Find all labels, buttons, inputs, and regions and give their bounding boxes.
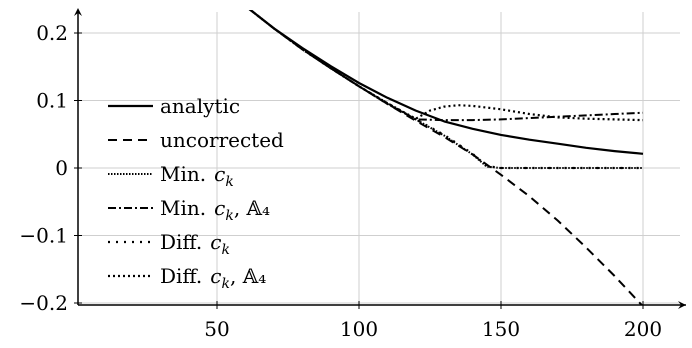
grid-lines xyxy=(78,12,680,305)
x-tick-label: 50 xyxy=(204,317,229,341)
series-line-5 xyxy=(248,10,643,170)
series-line-1 xyxy=(248,10,644,155)
series-line-6 xyxy=(248,10,644,122)
y-tick-label: 0.1 xyxy=(36,89,68,113)
y-tick-label: 0.2 xyxy=(36,21,68,45)
tick-labels: 50 100 150 200 0.2 0.1 0 −0.1 −0.2 xyxy=(19,21,662,341)
axes xyxy=(74,8,686,309)
x-axis-arrow xyxy=(678,301,686,309)
legend-label: uncorrected xyxy=(160,128,284,152)
series-lines xyxy=(248,10,644,305)
series-line-4 xyxy=(248,10,644,122)
legend: analytic uncorrected Min. ck Min. ck, 𝔸₄ Diff.… xyxy=(108,94,284,292)
legend-label: Min. ck xyxy=(160,162,234,190)
series-line-2 xyxy=(248,10,644,305)
series-line-3 xyxy=(248,10,643,169)
legend-label: Diff. ck, 𝔸₄ xyxy=(160,264,266,292)
x-tick-label: 150 xyxy=(482,317,520,341)
x-tick-label: 200 xyxy=(624,317,662,341)
legend-label: analytic xyxy=(160,94,240,118)
y-tick-label: −0.1 xyxy=(19,224,68,248)
legend-label: Min. ck, 𝔸₄ xyxy=(160,196,270,224)
legend-label: Diff. ck xyxy=(160,230,230,258)
y-tick-label: 0 xyxy=(55,156,68,180)
x-tick-label: 100 xyxy=(340,317,378,341)
y-axis-arrow xyxy=(74,8,82,16)
y-tick-label: −0.2 xyxy=(19,291,68,315)
